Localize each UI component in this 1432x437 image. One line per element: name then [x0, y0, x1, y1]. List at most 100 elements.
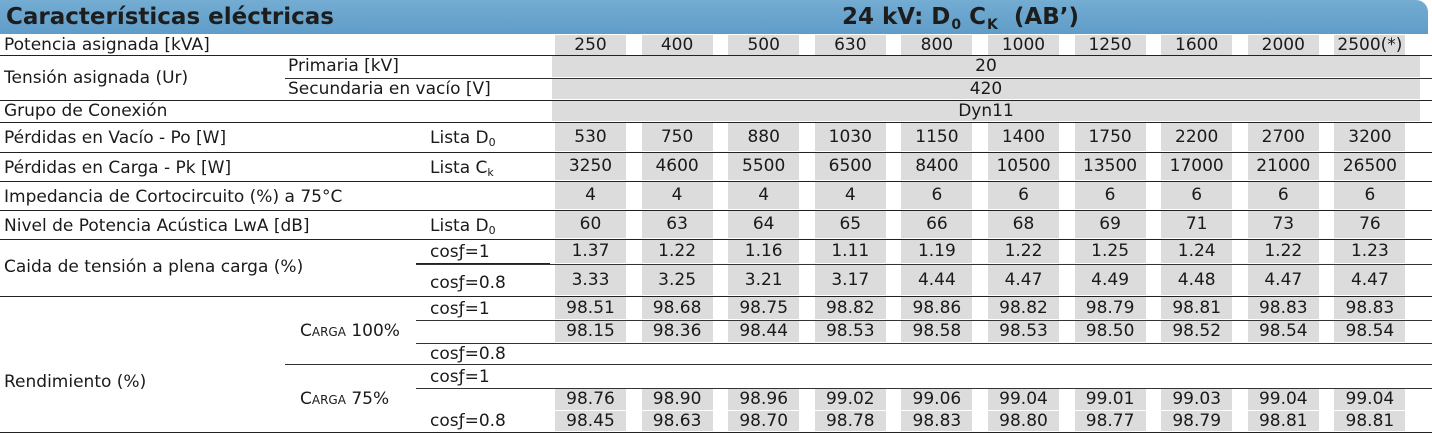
- value-cell-caida-cos08: 4.44: [901, 265, 973, 295]
- value-cell-r100-cos1: 98.83: [1247, 297, 1319, 319]
- value-cell-imp: 6: [901, 182, 973, 209]
- value-cell-r100-cos1: 98.81: [1161, 297, 1233, 319]
- value-cell-caida-cos1: 1.22: [988, 240, 1059, 263]
- value-cell-po: 1030: [814, 123, 886, 151]
- value-cell-caida-cos08: 3.25: [641, 265, 713, 295]
- row-divider: [0, 181, 1432, 182]
- value-cell-powers: 2500(*): [1334, 35, 1406, 55]
- value-cell-r100-cos08: 98.36: [641, 321, 713, 342]
- value-cell-r100-cos1: 98.83: [1334, 297, 1406, 319]
- label-r100-cos1: cosƒ=1: [416, 298, 550, 321]
- value-cell-caida-cos08: 3.33: [555, 265, 626, 295]
- label-carga-75: Carga 75%: [300, 389, 390, 409]
- value-cell-caida-cos1: 1.25: [1074, 240, 1146, 263]
- value-cell-r100-cos1: 98.82: [988, 297, 1059, 319]
- value-cell-pk: 8400: [901, 153, 973, 180]
- value-cell-r100-cos1: 98.79: [1074, 297, 1146, 319]
- value-cell-r100-cos08: 98.52: [1161, 321, 1233, 342]
- value-cell-r100-cos1: 98.51: [555, 297, 626, 319]
- value-cell-r75-cos08: 98.70: [728, 411, 800, 431]
- value-cell-powers: 1000: [988, 35, 1059, 55]
- value-cell-caida-cos1: 1.19: [901, 240, 973, 263]
- value-cell-imp: 4: [814, 182, 886, 209]
- rating-prefix: 24 kV: D: [842, 4, 951, 30]
- value-cell-lwa: 73: [1247, 211, 1319, 238]
- row-divider: [0, 296, 1432, 297]
- value-cell-r75-cos08: 98.81: [1334, 411, 1406, 431]
- value-cell-r100-cos08: 98.44: [728, 321, 800, 342]
- value-cell-powers: 1250: [1074, 35, 1146, 55]
- value-cell-r75-cos08: 98.81: [1247, 411, 1319, 431]
- value-cell-pk: 3250: [555, 153, 626, 180]
- value-cell-powers: 250: [555, 35, 626, 55]
- table-title: Características eléctricas: [6, 4, 334, 30]
- value-cell-r100-cos1: 98.75: [728, 297, 800, 319]
- value-cell-pk: 5500: [728, 153, 800, 180]
- value-cell-r100-cos08: 98.15: [555, 321, 626, 342]
- value-cell-po: 2200: [1161, 123, 1233, 151]
- value-cell-r75-cos1: 99.01: [1074, 389, 1146, 410]
- row-divider: [0, 122, 1432, 123]
- row-divider: [0, 152, 1432, 153]
- label-caida-cos08: cosƒ=0.8: [430, 273, 506, 293]
- value-cell-powers: 800: [901, 35, 973, 55]
- label-nivel: Nivel de Potencia Acústica LwA [dB]: [4, 216, 310, 236]
- value-cell-r75-cos1: 99.02: [814, 389, 886, 410]
- row-divider: [0, 100, 1432, 101]
- rating-sub-k: K: [987, 17, 998, 33]
- value-cell-imp: 6: [1334, 182, 1406, 209]
- value-cell-lwa: 76: [1334, 211, 1406, 238]
- label-impedancia: Impedancia de Cortocircuito (%) a 75°C: [4, 187, 343, 207]
- value-cell-lwa: 63: [641, 211, 713, 238]
- value-cell-imp: 4: [728, 182, 800, 209]
- value-cell-r100-cos1: 98.68: [641, 297, 713, 319]
- value-cell-imp: 6: [1161, 182, 1233, 209]
- value-cell-lwa: 69: [1074, 211, 1146, 238]
- value-cell-caida-cos1: 1.23: [1334, 240, 1406, 263]
- value-cell-r75-cos08: 98.78: [814, 411, 886, 431]
- value-cell-powers: 400: [641, 35, 713, 55]
- label-secundaria: Secundaria en vacío [V]: [288, 79, 491, 99]
- row-divider: [416, 388, 1432, 389]
- value-cell-powers: 500: [728, 35, 800, 55]
- label-rendimiento: Rendimiento (%): [4, 372, 147, 392]
- label-lista-d-nivel: Lista D0: [430, 216, 496, 237]
- value-cell-imp: 6: [1074, 182, 1146, 209]
- label-lista-c: Lista Ck: [430, 158, 494, 179]
- value-cell-po: 1400: [988, 123, 1059, 151]
- label-carga-100: Carga 100%: [300, 321, 400, 341]
- value-grupo: Dyn11: [552, 101, 1420, 121]
- label-grupo: Grupo de Conexión: [4, 101, 168, 121]
- rating-mid: C: [961, 4, 987, 30]
- value-cell-caida-cos08: 4.48: [1161, 265, 1233, 295]
- value-cell-caida-cos08: 3.21: [728, 265, 800, 295]
- label-tension: Tensión asignada (Ur): [4, 68, 189, 88]
- value-cell-lwa: 68: [988, 211, 1059, 238]
- value-cell-pk: 17000: [1161, 153, 1233, 180]
- value-cell-imp: 4: [641, 182, 713, 209]
- rating-label: 24 kV: D0 CK (AB’): [842, 3, 1079, 39]
- value-cell-caida-cos1: 1.22: [1247, 240, 1319, 263]
- value-cell-caida-cos1: 1.24: [1161, 240, 1233, 263]
- rating-sub-0: 0: [951, 17, 962, 33]
- row-divider: [0, 210, 1432, 211]
- label-r75-cos1: cosƒ=1: [416, 366, 550, 389]
- value-cell-r75-cos08: 98.77: [1074, 411, 1146, 431]
- label-caida: Caida de tensión a plena carga (%): [4, 257, 304, 277]
- value-cell-r75-cos08: 98.45: [555, 411, 626, 431]
- value-cell-r75-cos08: 98.80: [988, 411, 1059, 431]
- value-cell-imp: 4: [555, 182, 626, 209]
- label-primaria: Primaria [kV]: [288, 56, 399, 76]
- table-header-bar: Características eléctricas 24 kV: D0 CK …: [0, 0, 1428, 34]
- value-cell-r75-cos1: 99.04: [1334, 389, 1406, 410]
- value-cell-caida-cos08: 4.47: [988, 265, 1059, 295]
- value-cell-r75-cos1: 98.90: [641, 389, 713, 410]
- value-cell-caida-cos1: 1.37: [555, 240, 626, 263]
- value-cell-r75-cos1: 99.06: [901, 389, 973, 410]
- value-cell-lwa: 64: [728, 211, 800, 238]
- value-cell-po: 750: [641, 123, 713, 151]
- value-cell-pk: 13500: [1074, 153, 1146, 180]
- row-divider: [0, 239, 1432, 240]
- value-cell-caida-cos1: 1.22: [641, 240, 713, 263]
- value-cell-lwa: 66: [901, 211, 973, 238]
